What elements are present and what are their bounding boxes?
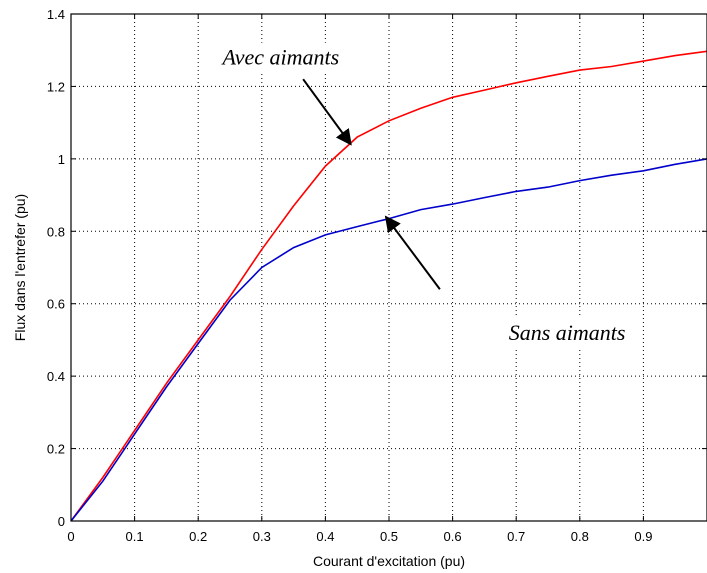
y-tick-label: 0.8 (47, 224, 65, 239)
y-tick-label: 1.2 (47, 79, 65, 94)
series-line-avec-aimants (70, 50, 707, 522)
y-tick-label: 1.4 (47, 7, 65, 22)
x-tick-label: 0.3 (253, 529, 271, 544)
x-tick-label: 0.4 (316, 529, 334, 544)
annotation-arrow-avec-aimants (302, 78, 352, 146)
grid (71, 14, 707, 521)
y-tick-label: 1 (58, 152, 65, 167)
y-tick-label: 0.2 (47, 442, 65, 457)
annotations: Avec aimants Sans aimants (211, 42, 637, 348)
annotation-label-sans-aimants: Sans aimants (509, 320, 626, 345)
x-tick-label: 0.1 (126, 529, 144, 544)
x-tick-label: 0.9 (634, 529, 652, 544)
annotation-arrow-sans-aimants (384, 215, 441, 290)
y-tick-label: 0 (58, 514, 65, 529)
x-axis-label: Courant d'excitation (pu) (313, 553, 465, 569)
x-tick-label: 0.5 (380, 529, 398, 544)
x-tick-label: 0 (67, 529, 74, 544)
x-tick-label: 0.7 (507, 529, 525, 544)
y-tick-label: 0.4 (47, 369, 65, 384)
y-axis-label: Flux dans l'entrefer (pu) (12, 194, 28, 341)
x-tick-label: 0.8 (571, 529, 589, 544)
annotation-backdrop (498, 317, 637, 348)
x-tick-label: 0.6 (444, 529, 462, 544)
annotation-backdrop (211, 42, 350, 73)
x-tick-label: 0.2 (189, 529, 207, 544)
annotation-label-avec-aimants: Avec aimants (221, 45, 340, 70)
y-tick-label: 0.6 (47, 297, 65, 312)
ticks: 0 0.1 0.2 0.3 0.4 0.5 0.6 0.7 0.8 0.9 0 0.2 0.4 0.6 0.… (47, 7, 707, 544)
